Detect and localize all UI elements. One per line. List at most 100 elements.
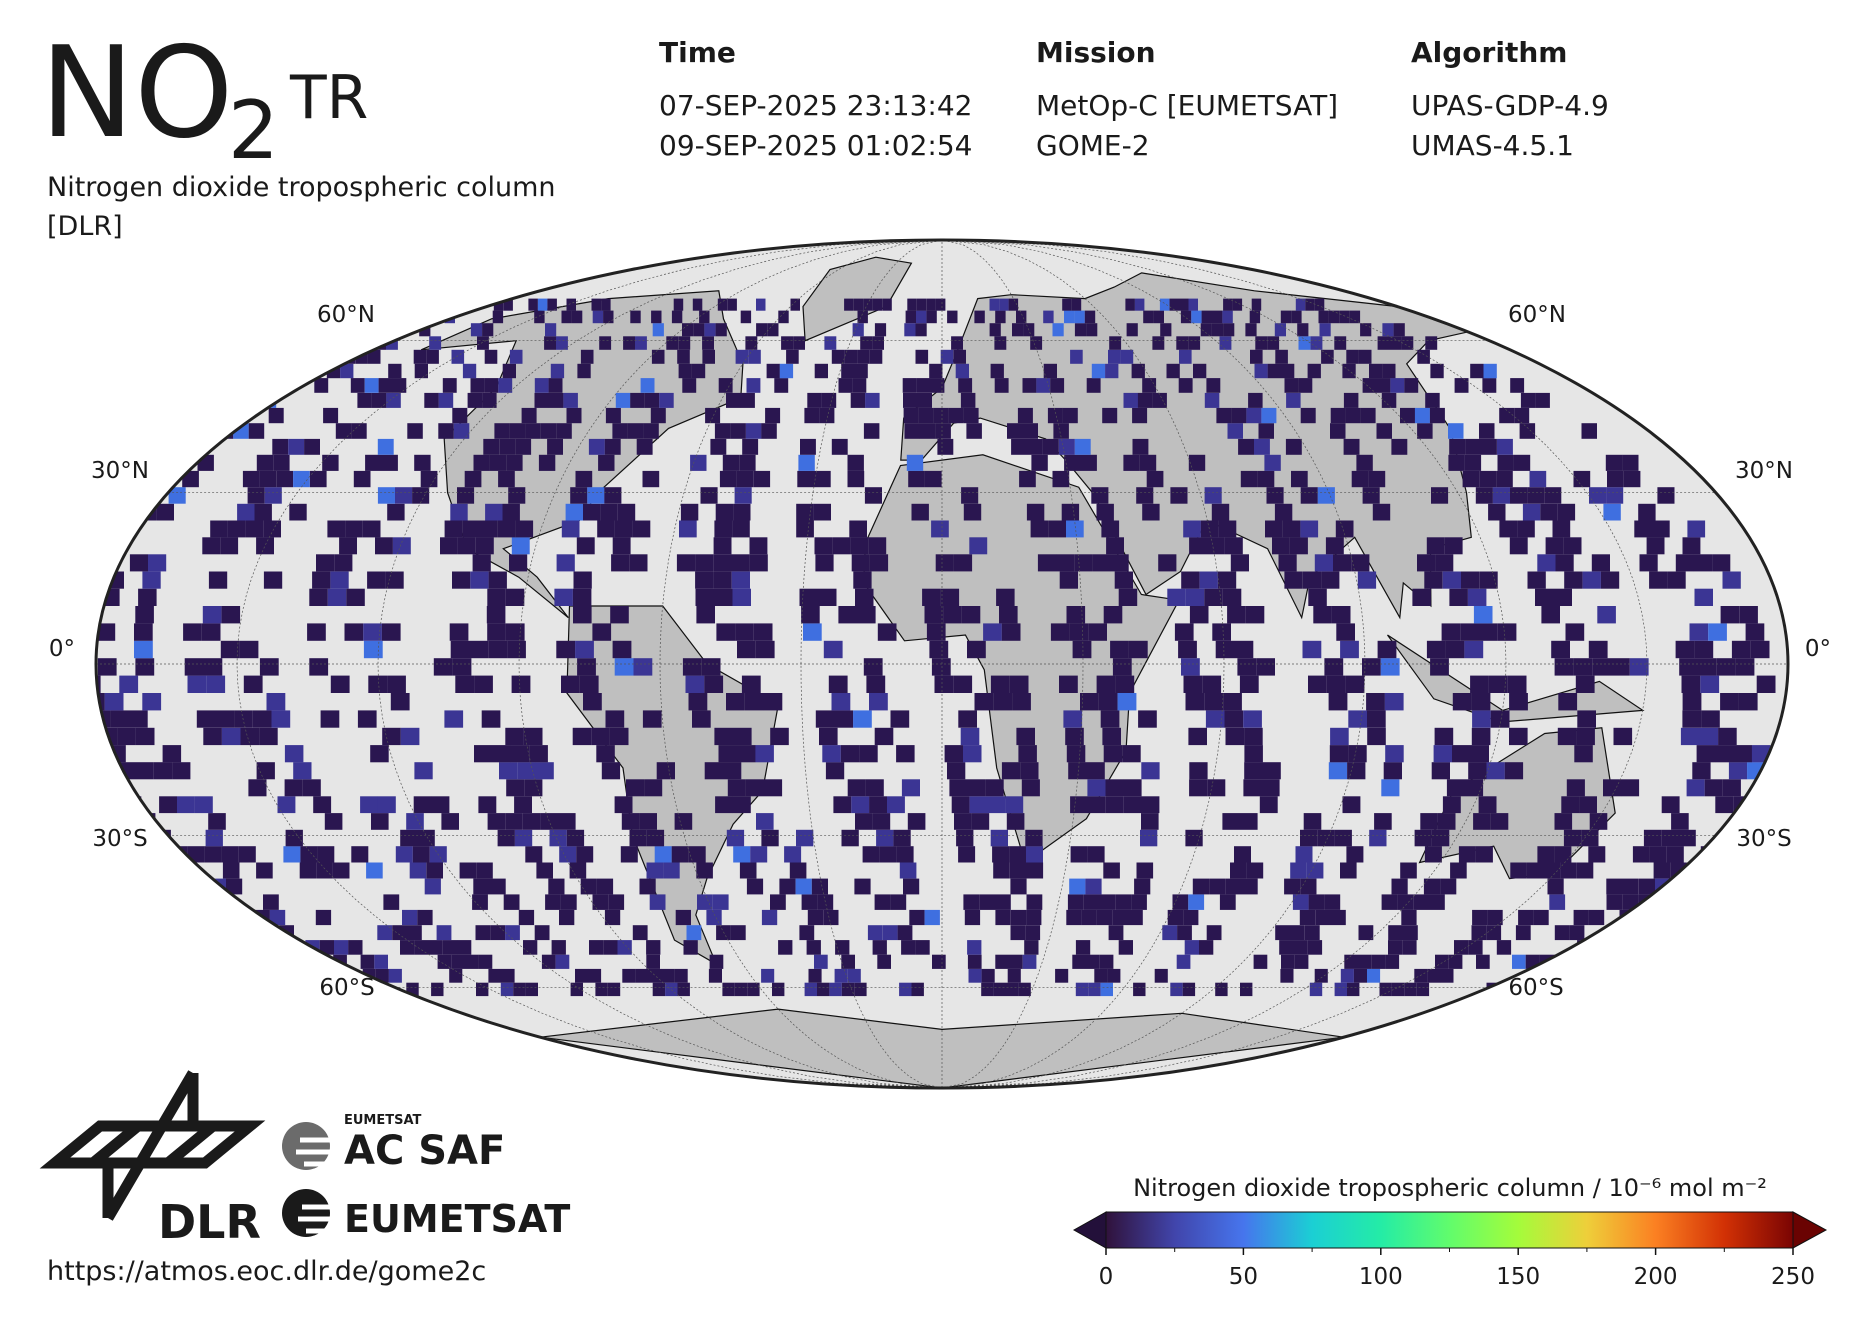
swath-cell: [989, 298, 999, 311]
swath-cell: [1026, 909, 1042, 926]
swath-cell: [96, 640, 97, 659]
swath-cell: [614, 796, 633, 814]
title-superscript: TR: [289, 63, 368, 133]
swath-cell: [360, 954, 375, 969]
swath-cell: [1563, 537, 1582, 555]
swath-cell: [1007, 968, 1021, 983]
info-heading: Time: [659, 36, 736, 69]
swath-cell: [1248, 392, 1263, 408]
swath-cell: [1292, 894, 1309, 910]
swath-cell: [1575, 675, 1595, 693]
colorbar-tick-label: 50: [1229, 1264, 1258, 1290]
swath-cell: [1010, 925, 1026, 941]
lat-label: 60°N: [1508, 302, 1566, 328]
swath-cell: [815, 554, 834, 572]
swath-cell: [1307, 363, 1321, 379]
dlr-logo: [39, 1070, 266, 1221]
swath-cell: [529, 745, 548, 763]
swath-cell: [575, 968, 589, 983]
swath-cell: [767, 323, 779, 337]
swath-cell: [674, 813, 693, 830]
swath-cell: [730, 423, 746, 439]
swath-cell: [944, 745, 964, 763]
swath-cell: [1204, 693, 1224, 711]
swath-cell: [1230, 862, 1247, 879]
swath-cell: [781, 336, 793, 350]
swath-cell: [1537, 846, 1555, 863]
swath-cell: [1137, 392, 1153, 408]
swath-cell: [1066, 745, 1086, 763]
swath-cell: [1468, 762, 1487, 780]
swath-cell: [1497, 454, 1514, 471]
swath-cell: [1232, 298, 1243, 311]
swath-cell: [733, 727, 752, 746]
swath-cell: [1251, 298, 1262, 311]
swath-cell: [926, 310, 937, 324]
swath-cell: [487, 813, 506, 830]
swath-cell: [346, 588, 365, 606]
swath-cell: [263, 520, 281, 538]
swath-cell: [704, 762, 723, 780]
swath-cell: [497, 520, 516, 538]
swath-cell: [1122, 745, 1141, 763]
swath-cell: [556, 336, 568, 350]
swath-cell: [509, 554, 528, 572]
swath-cell: [1591, 940, 1606, 955]
swath-cell: [1222, 813, 1240, 830]
swath-cell: [490, 925, 506, 941]
meridian: [941, 240, 1648, 1088]
swath-cell: [104, 693, 124, 711]
swath-cell: [362, 520, 381, 538]
swath-cell: [750, 846, 768, 863]
swath-cell: [831, 438, 848, 455]
swath-cell: [573, 571, 592, 589]
swath-cell: [1281, 954, 1295, 969]
swath-cell: [1649, 571, 1668, 589]
swath-cell: [644, 392, 660, 408]
swath-cell: [696, 862, 713, 879]
swath-cell: [551, 940, 566, 955]
swath-cell: [1020, 762, 1039, 780]
swath-cell: [1240, 813, 1258, 830]
swath-cell: [497, 829, 515, 847]
swath-cell: [1417, 349, 1430, 364]
swath-cell: [1476, 954, 1490, 969]
swath-cell: [1560, 862, 1577, 879]
swath-cell: [119, 675, 139, 693]
swath-cell: [1240, 470, 1258, 488]
swath-cell: [1547, 878, 1564, 895]
swath-cell: [1052, 470, 1070, 488]
swath-cell: [1313, 606, 1332, 624]
swath-cell: [727, 779, 746, 797]
swath-cell: [745, 779, 764, 797]
swath-cell: [1426, 537, 1445, 555]
swath-cell: [1554, 846, 1572, 863]
swath-cell: [648, 968, 662, 983]
swath-cell: [1449, 588, 1468, 606]
swath-cell: [1555, 554, 1574, 572]
swath-cell: [865, 392, 880, 408]
swath-cell: [1303, 813, 1322, 830]
swath-cell: [722, 454, 740, 471]
swath-cell: [442, 378, 457, 393]
swath-cell: [1467, 588, 1487, 606]
swath-cell: [666, 336, 679, 350]
swath-cell: [351, 846, 369, 863]
swath-cell: [1021, 779, 1040, 797]
swath-cell: [700, 487, 718, 504]
swath-cell: [915, 940, 930, 955]
swath-cell: [1605, 454, 1623, 471]
swath-cell: [1024, 940, 1039, 955]
swath-cell: [704, 323, 716, 337]
swath-cell: [1094, 968, 1108, 983]
swath-cell: [1431, 762, 1450, 780]
swath-cell: [908, 470, 925, 488]
colorbar: 0 50 100 150 200 250: [1072, 1211, 1828, 1290]
swath-cell: [847, 779, 866, 797]
swath-cell: [1385, 745, 1404, 763]
swath-cell: [475, 537, 494, 555]
swath-cell: [1265, 520, 1283, 538]
swath-cell: [484, 349, 498, 364]
swath-cell: [612, 640, 632, 659]
swath-cell: [1565, 623, 1585, 641]
